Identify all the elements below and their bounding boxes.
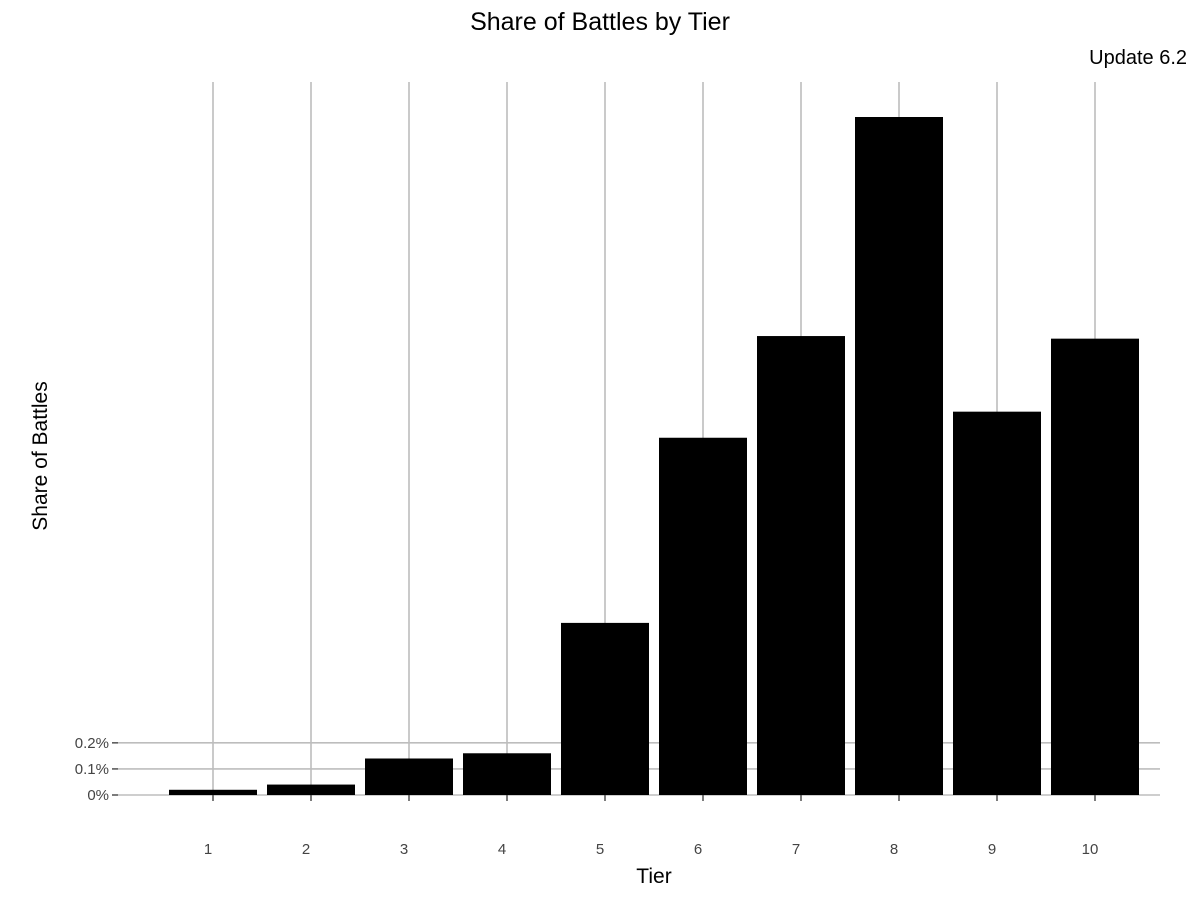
x-tick-label: 6: [694, 841, 702, 858]
tick-layer: 0% 0.1% 0.2% 1 2 3 4 5 6 7 8 9 10: [75, 735, 1099, 858]
x-tick-label: 9: [988, 841, 996, 858]
bar-tier-1: [169, 789, 257, 795]
bar-tier-7: [757, 336, 845, 795]
x-tick-label: 4: [498, 841, 506, 858]
y-axis-title: Share of Battles: [29, 381, 52, 530]
chart-subtitle: Update 6.2: [1089, 47, 1187, 69]
bar-tier-3: [365, 758, 453, 795]
y-tick-label: 0.2%: [75, 735, 109, 752]
x-tick-label: 2: [302, 841, 310, 858]
x-tick-label: 7: [792, 841, 800, 858]
x-tick-label: 3: [400, 841, 408, 858]
bar-tier-10: [1051, 338, 1139, 795]
bar-layer: [169, 117, 1139, 795]
x-axis-title: Tier: [636, 865, 671, 888]
bar-tier-4: [463, 753, 551, 795]
bar-tier-8: [855, 117, 943, 795]
bar-tier-9: [953, 411, 1041, 795]
y-tick-label: 0.1%: [75, 761, 109, 778]
y-tick-label: 0%: [87, 787, 109, 804]
x-tick-label: 5: [596, 841, 604, 858]
x-tick-label: 10: [1082, 841, 1099, 858]
x-tick-label: 8: [890, 841, 898, 858]
bar-tier-2: [267, 784, 355, 795]
x-tick-label: 1: [204, 841, 212, 858]
chart-title: Share of Battles by Tier: [470, 8, 730, 36]
bar-tier-6: [659, 437, 747, 795]
bar-tier-5: [561, 622, 649, 795]
